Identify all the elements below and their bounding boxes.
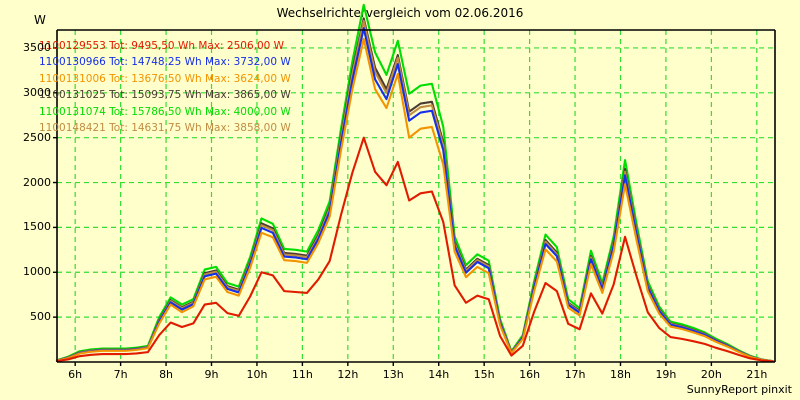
series-line-1100130966 [55,27,774,363]
y-axis-tick-label: 3500 [23,40,51,54]
series-line-1100131074 [55,3,774,363]
x-axis-tick-label: 8h [159,368,174,381]
y-axis-tick-label: 2500 [23,130,51,144]
x-axis-tick-label: 17h [564,368,586,381]
series-line-1100131006 [55,37,774,363]
x-axis-tick-label: 15h [473,368,495,381]
y-axis-tick-label: 1000 [23,265,51,279]
x-axis-tick-label: 6h [68,368,83,381]
y-axis-tick-label: 1500 [23,220,51,234]
x-axis-tick-label: 19h [655,368,677,381]
x-axis-tick-label: 18h [610,368,631,381]
y-axis-tick-label: 500 [30,310,51,324]
x-axis-tick-label: 10h [246,368,268,381]
y-axis-tick-label: 2000 [23,175,51,189]
footer-credit: SunnyReport pinxit [686,383,792,396]
x-axis-tick-label: 7h [113,368,128,381]
page-title: Wechselrichtervergleich vom 02.06.2016 [276,6,524,20]
x-axis-tick-label: 16h [519,368,541,381]
x-axis-tick-label: 11h [291,368,313,381]
y-axis-unit-label: W [34,13,46,27]
x-axis-tick-label: 20h [700,368,722,381]
x-axis-tick-label: 21h [746,368,768,381]
x-axis-tick-label: 14h [428,368,450,381]
x-axis-tick-label: 9h [204,368,219,381]
series-line-1100129553 [55,136,774,363]
x-axis-tick-label: 12h [337,368,359,381]
y-axis-tick-label: 3000 [23,85,51,99]
x-axis-tick-label: 13h [382,368,404,381]
